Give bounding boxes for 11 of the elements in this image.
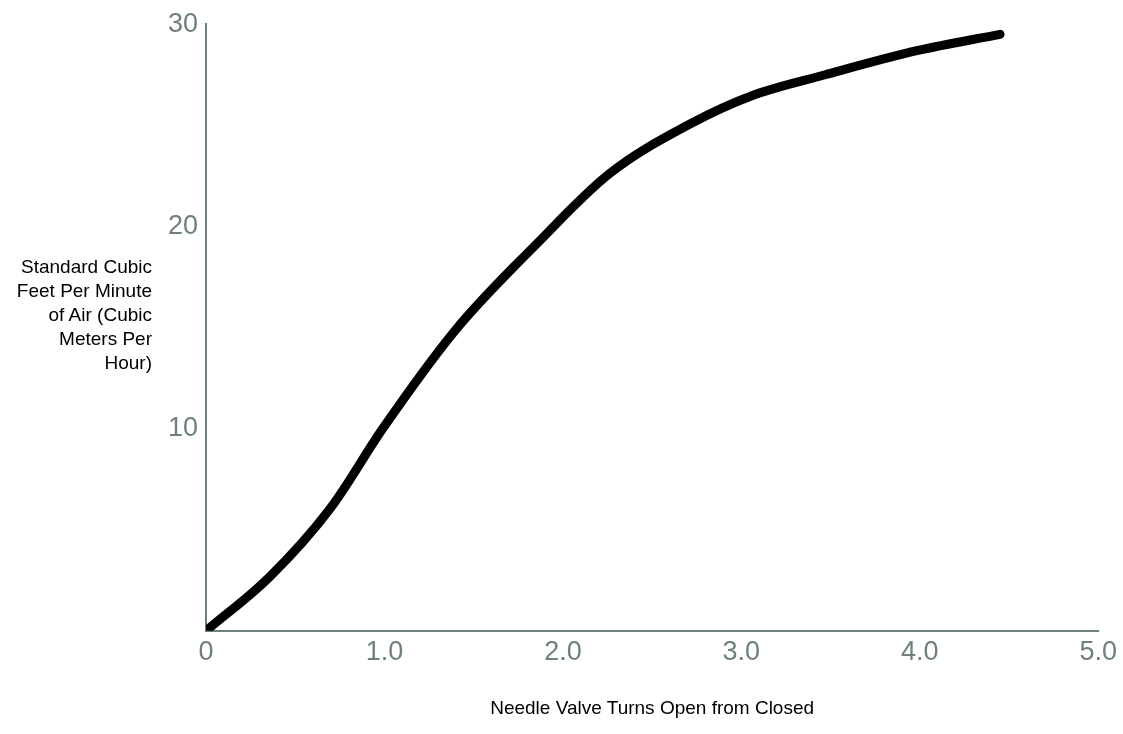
x-tick-label: 4.0: [901, 636, 939, 667]
x-axis-title: Needle Valve Turns Open from Closed: [490, 696, 815, 718]
x-tick-label: 5.0: [1079, 636, 1118, 667]
y-tick-label: 10: [167, 412, 199, 443]
x-tick-label: 3.0: [722, 636, 761, 667]
y-axis-title: Standard Cubic Feet Per Minute of Air (Cubic Meters Per Hour): [15, 255, 152, 375]
x-tick-label: 0: [198, 636, 214, 667]
y-tick-label: 30: [167, 7, 199, 38]
x-tick-label: 1.0: [365, 636, 404, 667]
x-tick-label: 2.0: [544, 636, 582, 667]
y-tick-label: 20: [167, 209, 199, 240]
